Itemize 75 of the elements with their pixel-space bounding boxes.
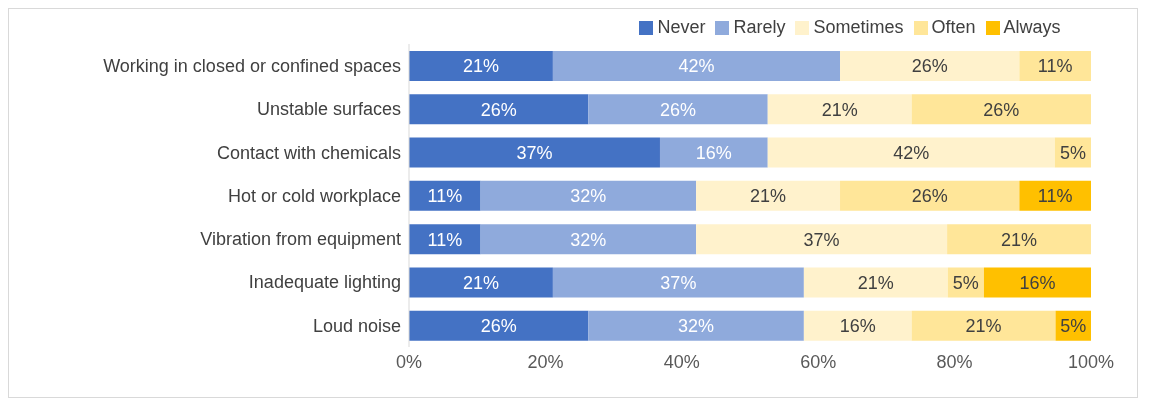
- x-tick-label: 100%: [1067, 351, 1115, 372]
- data-label: 21%: [462, 272, 499, 293]
- bar: [767, 94, 912, 125]
- bar: [983, 267, 1091, 298]
- bar: [911, 310, 1056, 341]
- legend-label: Rarely: [733, 17, 786, 37]
- data-label: 37%: [516, 142, 553, 163]
- data-label: 5%: [1060, 316, 1087, 337]
- data-label: 16%: [1019, 272, 1056, 293]
- bar: [1019, 180, 1091, 211]
- data-label: 11%: [1037, 186, 1073, 207]
- bar: [409, 137, 660, 168]
- data-label: 11%: [427, 186, 463, 207]
- data-label: 26%: [480, 316, 517, 337]
- data-label: 21%: [965, 316, 1002, 337]
- bar: [409, 267, 553, 298]
- y-tick-label: Vibration from equipment: [200, 229, 401, 250]
- data-label: 21%: [857, 272, 894, 293]
- bar: [552, 51, 841, 81]
- data-label: 21%: [821, 99, 858, 120]
- data-label: 26%: [660, 99, 697, 120]
- bar: [840, 51, 1020, 81]
- data-label: 42%: [678, 56, 715, 77]
- data-label: 42%: [893, 142, 930, 163]
- x-tick-label: 80%: [936, 351, 973, 372]
- data-label: 21%: [1001, 229, 1038, 250]
- bar: [947, 224, 1091, 255]
- bar: [840, 180, 1020, 211]
- x-tick-label: 40%: [663, 351, 700, 372]
- bar: [767, 137, 1055, 168]
- y-tick-label: Contact with chemicals: [216, 142, 401, 163]
- bar: [696, 180, 841, 211]
- legend-label: Often: [931, 17, 976, 37]
- bar: [480, 224, 697, 255]
- data-label: 32%: [570, 229, 607, 250]
- x-tick-label: 60%: [800, 351, 837, 372]
- x-tick-label: 20%: [527, 351, 564, 372]
- y-tick-label: Working in closed or confined spaces: [103, 56, 401, 77]
- data-label: 21%: [462, 56, 499, 77]
- data-label: 37%: [803, 229, 840, 250]
- data-label: 16%: [839, 316, 876, 337]
- bar: [803, 267, 948, 298]
- data-label: 5%: [952, 272, 979, 293]
- y-tick-label: Inadequate lighting: [248, 272, 401, 293]
- data-label: 16%: [695, 142, 732, 163]
- bar: [1019, 51, 1091, 81]
- data-label: 32%: [570, 186, 607, 207]
- data-label: 21%: [750, 186, 787, 207]
- legend-label: Never: [657, 17, 706, 37]
- x-tick-label: 0%: [395, 351, 423, 372]
- y-tick-label: Unstable surfaces: [256, 99, 401, 120]
- bar: [588, 310, 804, 341]
- data-label: 26%: [983, 99, 1020, 120]
- bar: [552, 267, 804, 298]
- bar: [480, 180, 697, 211]
- y-tick-label: Loud noise: [312, 315, 401, 336]
- bar: [659, 137, 768, 168]
- data-label: 11%: [1037, 56, 1073, 77]
- bar: [409, 310, 589, 341]
- data-label: 26%: [911, 186, 948, 207]
- bar: [696, 224, 948, 255]
- data-label: 26%: [480, 99, 517, 120]
- bar: [409, 94, 589, 125]
- data-label: 26%: [911, 56, 948, 77]
- bar: [911, 94, 1091, 125]
- data-label: 37%: [660, 272, 697, 293]
- data-label: 11%: [427, 229, 463, 250]
- data-label: 32%: [678, 316, 715, 337]
- data-label: 5%: [1059, 142, 1086, 163]
- legend-label: Always: [1003, 17, 1061, 37]
- bar: [588, 94, 768, 125]
- bar: [803, 310, 912, 341]
- legend-label: Sometimes: [813, 17, 904, 37]
- bar: [409, 51, 553, 81]
- y-tick-label: Hot or cold workplace: [227, 185, 401, 206]
